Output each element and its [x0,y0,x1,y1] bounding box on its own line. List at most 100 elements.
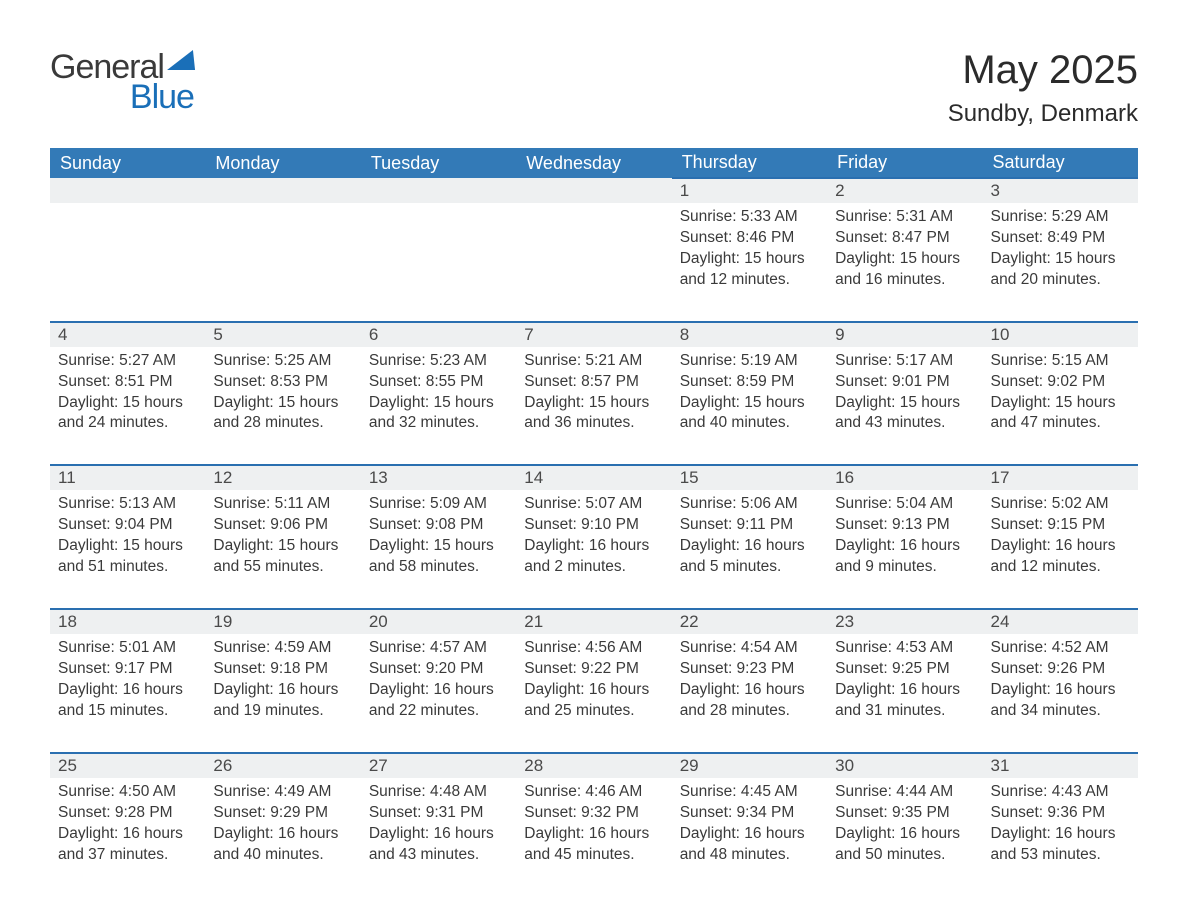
day-detail-cell: Sunrise: 5:27 AMSunset: 8:51 PMDaylight:… [50,347,205,466]
weekday-header: Thursday [672,148,827,178]
day-number: 12 [213,468,232,487]
day-detail-cell: Sunrise: 5:04 AMSunset: 9:13 PMDaylight:… [827,490,982,609]
sunrise-text: Sunrise: 4:52 AM [991,638,1130,659]
day-number: 1 [680,181,689,200]
calendar-location: Sundby, Denmark [948,100,1138,128]
day-detail-cell: Sunrise: 4:48 AMSunset: 9:31 PMDaylight:… [361,778,516,896]
sunset-text: Sunset: 9:06 PM [213,515,352,536]
day-number: 22 [680,612,699,631]
daylight-text: and 2 minutes. [524,557,663,578]
day-number: 4 [58,325,67,344]
sunrise-text: Sunrise: 4:57 AM [369,638,508,659]
day-number-cell [516,178,671,203]
day-detail-cell: Sunrise: 4:56 AMSunset: 9:22 PMDaylight:… [516,634,671,753]
daylight-text: Daylight: 16 hours [58,680,197,701]
daylight-text: and 47 minutes. [991,413,1130,434]
daylight-text: Daylight: 15 hours [524,393,663,414]
daylight-text: and 45 minutes. [524,845,663,866]
day-detail-cell [516,203,671,322]
day-detail-cell: Sunrise: 5:21 AMSunset: 8:57 PMDaylight:… [516,347,671,466]
day-number: 9 [835,325,844,344]
day-detail-cell: Sunrise: 4:52 AMSunset: 9:26 PMDaylight:… [983,634,1138,753]
sunrise-text: Sunrise: 4:44 AM [835,782,974,803]
day-number-cell: 17 [983,465,1138,490]
sunrise-text: Sunrise: 4:49 AM [213,782,352,803]
day-detail-cell: Sunrise: 4:59 AMSunset: 9:18 PMDaylight:… [205,634,360,753]
day-number-cell [50,178,205,203]
weekday-header: Sunday [50,148,205,178]
daylight-text: and 53 minutes. [991,845,1130,866]
sunrise-text: Sunrise: 5:01 AM [58,638,197,659]
sunrise-text: Sunrise: 5:27 AM [58,351,197,372]
sunset-text: Sunset: 9:26 PM [991,659,1130,680]
day-number-cell: 22 [672,609,827,634]
sunset-text: Sunset: 9:04 PM [58,515,197,536]
day-detail-cell: Sunrise: 5:11 AMSunset: 9:06 PMDaylight:… [205,490,360,609]
sunset-text: Sunset: 9:02 PM [991,372,1130,393]
daylight-text: and 43 minutes. [835,413,974,434]
calendar-page: General Blue May 2025 Sundby, Denmark Su… [0,0,1188,918]
day-detail-cell: Sunrise: 5:13 AMSunset: 9:04 PMDaylight:… [50,490,205,609]
weekday-header: Monday [205,148,360,178]
day-number-cell: 10 [983,322,1138,347]
daylight-text: Daylight: 15 hours [369,393,508,414]
daylight-text: Daylight: 16 hours [524,824,663,845]
sunrise-text: Sunrise: 4:48 AM [369,782,508,803]
daylight-text: and 58 minutes. [369,557,508,578]
weekday-header: Saturday [983,148,1138,178]
sunset-text: Sunset: 9:36 PM [991,803,1130,824]
sunset-text: Sunset: 9:34 PM [680,803,819,824]
sunrise-text: Sunrise: 5:21 AM [524,351,663,372]
daylight-text: Daylight: 16 hours [835,536,974,557]
sunset-text: Sunset: 9:28 PM [58,803,197,824]
sunset-text: Sunset: 9:32 PM [524,803,663,824]
daylight-text: and 36 minutes. [524,413,663,434]
day-number: 29 [680,756,699,775]
day-number-cell [361,178,516,203]
daylight-text: and 24 minutes. [58,413,197,434]
daylight-text: Daylight: 15 hours [369,536,508,557]
sunrise-text: Sunrise: 5:25 AM [213,351,352,372]
day-number-cell: 19 [205,609,360,634]
sunset-text: Sunset: 9:22 PM [524,659,663,680]
daylight-text: and 28 minutes. [213,413,352,434]
daylight-text: Daylight: 16 hours [213,824,352,845]
day-number: 11 [58,468,76,487]
weekday-header: Tuesday [361,148,516,178]
sunset-text: Sunset: 9:13 PM [835,515,974,536]
day-number-cell: 6 [361,322,516,347]
day-number-cell: 3 [983,178,1138,203]
day-detail-cell [205,203,360,322]
sunset-text: Sunset: 9:01 PM [835,372,974,393]
sunset-text: Sunset: 9:17 PM [58,659,197,680]
day-number-cell: 16 [827,465,982,490]
day-detail-cell: Sunrise: 5:17 AMSunset: 9:01 PMDaylight:… [827,347,982,466]
day-number: 20 [369,612,388,631]
day-detail-cell: Sunrise: 4:50 AMSunset: 9:28 PMDaylight:… [50,778,205,896]
daylight-text: and 22 minutes. [369,701,508,722]
sunset-text: Sunset: 9:08 PM [369,515,508,536]
day-detail-cell: Sunrise: 5:02 AMSunset: 9:15 PMDaylight:… [983,490,1138,609]
weekday-header: Wednesday [516,148,671,178]
daylight-text: Daylight: 16 hours [991,536,1130,557]
day-detail-cell: Sunrise: 5:06 AMSunset: 9:11 PMDaylight:… [672,490,827,609]
daylight-text: and 12 minutes. [991,557,1130,578]
daylight-text: and 32 minutes. [369,413,508,434]
calendar-body: 123Sunrise: 5:33 AMSunset: 8:46 PMDaylig… [50,178,1138,895]
day-number-cell: 23 [827,609,982,634]
day-number: 24 [991,612,1010,631]
daylight-text: Daylight: 16 hours [524,680,663,701]
sunset-text: Sunset: 8:53 PM [213,372,352,393]
day-detail-cell: Sunrise: 4:44 AMSunset: 9:35 PMDaylight:… [827,778,982,896]
daylight-text: Daylight: 16 hours [680,536,819,557]
day-detail-cell: Sunrise: 5:19 AMSunset: 8:59 PMDaylight:… [672,347,827,466]
day-number-cell: 9 [827,322,982,347]
daylight-text: and 51 minutes. [58,557,197,578]
sunrise-text: Sunrise: 5:02 AM [991,494,1130,515]
day-detail-cell: Sunrise: 4:45 AMSunset: 9:34 PMDaylight:… [672,778,827,896]
daylight-text: and 34 minutes. [991,701,1130,722]
sunset-text: Sunset: 9:20 PM [369,659,508,680]
sunrise-text: Sunrise: 4:59 AM [213,638,352,659]
day-number-cell: 30 [827,753,982,778]
daylight-text: and 31 minutes. [835,701,974,722]
